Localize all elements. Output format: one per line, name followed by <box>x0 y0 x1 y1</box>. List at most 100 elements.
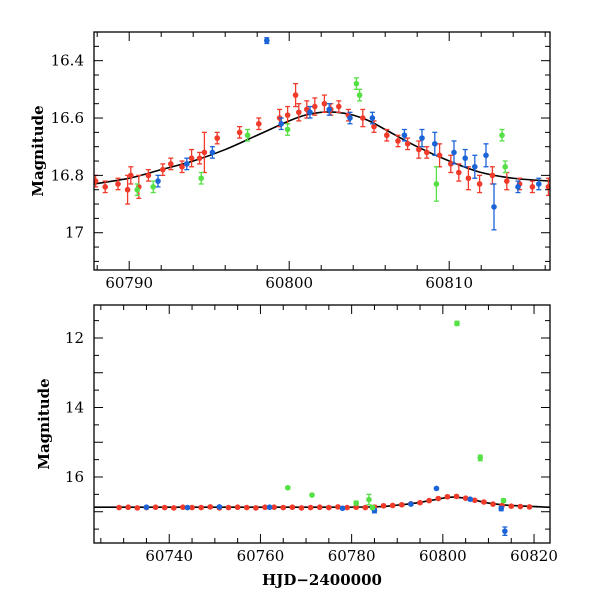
top-panel-red-point <box>448 154 454 174</box>
bottom-panel-red-point <box>426 497 432 504</box>
top-panel: 60790 60800 60810 16.4 16.6 16.8 17 Magnitude <box>29 31 551 292</box>
data-point <box>266 504 273 511</box>
data-point <box>399 501 405 508</box>
top-panel-green-point <box>284 123 291 136</box>
data-point <box>171 505 177 511</box>
top-panel-green-point <box>502 160 509 174</box>
bottom-panel-red-point <box>353 504 360 511</box>
bottom-panel-red-point <box>180 504 186 511</box>
data-point <box>369 115 376 121</box>
bottom-panel-red-point <box>344 504 350 511</box>
bottom-panel-red-point <box>389 502 396 509</box>
bottom-panel-x-tick-label: 60820 <box>510 547 558 565</box>
top-panel-red-point <box>384 128 390 142</box>
top-panel-ticks: 60790 60800 60810 16.4 16.6 16.8 17 <box>51 31 550 292</box>
top-panel-red-point <box>115 177 121 191</box>
data-point <box>115 181 121 187</box>
top-panel-red-point <box>128 166 134 185</box>
data-point <box>448 161 454 167</box>
data-point <box>196 155 203 161</box>
bottom-panel-x-tick-label: 60760 <box>237 547 285 565</box>
top-panel-blue-point <box>483 143 489 168</box>
data-point <box>433 181 440 187</box>
data-point <box>307 109 313 116</box>
bottom-panel-red-point <box>298 505 305 511</box>
top-panel-frame <box>93 31 551 271</box>
data-point <box>209 149 216 156</box>
data-point <box>395 138 401 144</box>
data-point <box>143 504 150 511</box>
top-panel-blue-point <box>184 157 190 171</box>
data-point <box>489 172 496 179</box>
data-point <box>160 166 166 173</box>
data-point <box>189 504 195 511</box>
bottom-panel-red-point <box>399 501 405 508</box>
top-panel-data <box>94 37 550 231</box>
bottom-panel-red-point <box>517 503 524 510</box>
x-axis-label: HJD−2400000 <box>262 571 382 589</box>
data-point <box>326 504 332 511</box>
bottom-panel-blue-point <box>143 504 150 511</box>
data-point <box>366 496 372 503</box>
bottom-panel-red-point <box>435 495 442 502</box>
top-panel-y-tick-label: 16.6 <box>51 109 84 127</box>
top-panel-blue-point <box>515 180 521 194</box>
data-point <box>419 135 425 141</box>
bottom-panel-red-point <box>125 504 131 511</box>
top-panel-red-point <box>545 177 550 197</box>
data-point <box>184 504 191 511</box>
data-point <box>371 123 377 130</box>
data-point <box>417 499 423 506</box>
data-point <box>462 495 469 501</box>
data-point <box>255 120 262 127</box>
data-point <box>498 505 505 512</box>
data-point <box>134 505 141 511</box>
bottom-panel-blue-point <box>266 504 273 511</box>
data-point <box>477 455 484 461</box>
data-point <box>508 503 515 509</box>
bottom-panel-red-point <box>453 493 460 500</box>
data-point <box>207 504 214 510</box>
top-panel-series-red <box>94 82 550 205</box>
data-point <box>125 504 131 511</box>
top-panel-red-point <box>465 166 472 191</box>
data-point <box>432 141 438 147</box>
data-point <box>326 106 333 113</box>
data-point <box>504 178 510 184</box>
data-point <box>128 172 134 179</box>
bottom-panel-blue-point <box>502 526 508 537</box>
top-panel-green-point <box>198 171 204 185</box>
bottom-panel-series-green <box>285 320 507 511</box>
bottom-panel-red-point <box>462 495 469 501</box>
data-point <box>188 155 195 161</box>
top-panel-blue-point <box>491 183 497 231</box>
top-panel-blue-point <box>536 177 542 191</box>
top-panel-blue-point <box>369 111 376 125</box>
top-panel-red-point <box>476 174 483 194</box>
bottom-panel: 60740 60760 60780 60800 60820 12 14 16 Magnitud… <box>35 304 558 589</box>
bottom-panel-red-point <box>326 504 332 511</box>
top-panel-red-point <box>404 137 411 151</box>
data-point <box>243 504 250 511</box>
top-panel-blue-point <box>278 117 285 131</box>
data-point <box>529 184 536 190</box>
bottom-panel-green-point <box>454 320 460 327</box>
data-point <box>145 172 152 179</box>
data-point <box>278 120 285 127</box>
top-panel-green-point <box>433 166 440 202</box>
data-point <box>453 493 460 500</box>
bottom-panel-series-blue <box>143 485 508 537</box>
data-point <box>353 80 360 87</box>
data-point <box>321 100 328 107</box>
top-panel-x-tick-label: 60810 <box>425 274 473 292</box>
top-panel-green-point <box>499 128 505 142</box>
data-point <box>360 115 366 121</box>
bottom-panel-red-point <box>243 504 250 511</box>
top-panel-red-point <box>188 148 195 168</box>
top-panel-red-point <box>360 108 366 128</box>
bottom-panel-x-tick-label: 60800 <box>419 547 467 565</box>
data-point <box>491 204 497 210</box>
data-point <box>344 504 350 511</box>
bottom-panel-red-point <box>526 504 533 510</box>
data-point <box>362 504 369 511</box>
